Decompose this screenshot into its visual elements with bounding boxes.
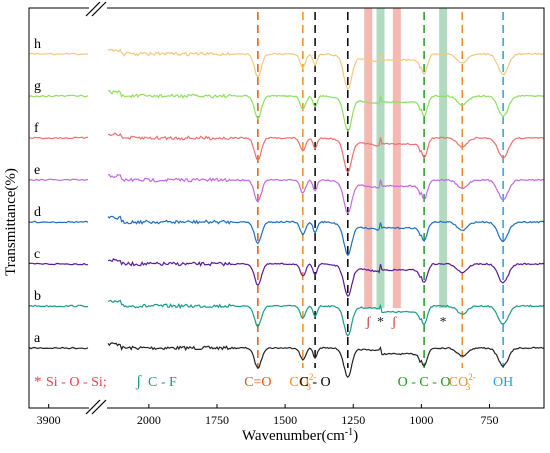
legend-c-f: C - F [148,375,177,390]
shaded-band-0 [364,8,373,308]
series-f-left [28,136,89,140]
axis-break-bottom-1 [91,399,107,415]
legend-star-icon: * [34,374,42,390]
series-d [107,215,545,257]
series-g [107,89,545,133]
shaded-band-1 [376,8,385,308]
peak-mark-3: * [440,315,447,330]
x-tick-label-1500: 1500 [273,413,297,427]
plot-border [28,7,545,409]
series-c [107,258,545,298]
x-tick-label-1750: 1750 [205,413,229,427]
band-label-co3-a: CO2-3 [289,372,316,392]
series-label-b: b [34,289,41,304]
series-a-left [28,346,89,350]
series-a [107,342,544,378]
series-c-left [28,262,88,266]
band-label-c-o-double: C=O [244,375,271,390]
series-label-f: f [34,121,39,136]
series-d-left [28,220,89,224]
peak-mark-1: * [377,315,384,330]
series-label-g: g [34,79,41,94]
series-label-d: d [34,205,41,220]
series-g-left [28,94,89,98]
axis-break-top-0 [85,1,101,17]
x-tick-label-1000: 1000 [409,413,433,427]
series-h [107,48,545,91]
break-gap-top [89,6,107,10]
x-tick-label-3900: 3900 [37,413,61,427]
series-label-a: a [34,331,41,346]
band-lines [257,12,504,368]
series-f [107,132,545,174]
shaded-band-2 [392,8,401,308]
x-tick-label-2000: 2000 [137,413,161,427]
legend-cf-mark-icon: ʃ [135,373,142,390]
series-e-left [28,178,89,182]
series-b [107,299,545,337]
band-label-co3-b: CO2-3 [449,372,476,392]
peak-mark-2: ʃ [391,315,397,330]
series-e [107,174,545,214]
axis-break-top-1 [91,1,107,17]
plot-frame [28,1,545,415]
shaded-band-3 [439,8,448,308]
series-h-left [28,52,89,56]
series-labels: a b c d e f g h [34,37,41,346]
axis-break-bottom-0 [85,399,101,415]
band-label-c-o: C - O [300,375,331,390]
series-b-left [28,304,89,308]
x-axis-label: Wavenumber(cm-1) [242,427,358,445]
x-tick-label-750: 750 [481,413,499,427]
series-label-e: e [34,163,40,178]
band-label-o-c-o: O - C - O [398,375,451,390]
x-tick-label-1250: 1250 [341,413,365,427]
band-label-oh: OH [493,375,513,390]
shaded-bands [364,8,448,308]
x-ticks: 3900 2000 1750 1500 1250 1000 750 [37,404,499,427]
legend-si-o-si: Si - O - Si; [46,375,107,390]
series-lines [28,48,545,378]
y-axis-label: Transmittance(%) [3,168,19,276]
series-label-h: h [34,37,41,52]
peak-mark-0: ʃ [365,315,371,330]
series-label-c: c [34,247,40,262]
